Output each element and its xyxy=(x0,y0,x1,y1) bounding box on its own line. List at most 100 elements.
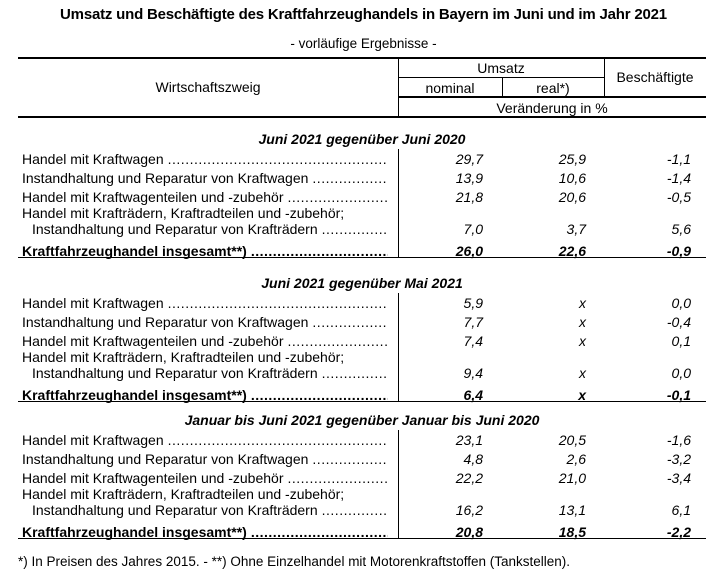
row-label-text: Instandhaltung und Reparatur von Krafträ… xyxy=(32,221,318,237)
header-bottom-border xyxy=(18,116,706,118)
row-label-text: Instandhaltung und Reparatur von Kraftwa… xyxy=(22,314,309,330)
real-value: x xyxy=(579,365,586,381)
table-total-row: Kraftfahrzeughandel insgesamt**) 20,8 18,5… xyxy=(18,524,706,541)
table-row: Instandhaltung und Reparatur von Krafträ… xyxy=(18,502,706,519)
row-label: Kraftfahrzeughandel insgesamt**) xyxy=(22,387,388,404)
real-value: 18,5 xyxy=(558,524,586,540)
beschaeftigte-value: -1,4 xyxy=(666,170,691,186)
label-column-divider xyxy=(398,57,399,118)
nominal-value: 29,7 xyxy=(455,151,483,167)
row-label: Handel mit Krafträdern, Kraftradteilen u… xyxy=(22,205,388,222)
document-title: Umsatz und Beschäftigte des Kraftfahrzeu… xyxy=(60,6,667,23)
row-label: Instandhaltung und Reparatur von Krafträ… xyxy=(32,221,388,238)
real-value: 22,6 xyxy=(558,243,586,259)
section-bottom-rule xyxy=(18,538,706,539)
row-label: Instandhaltung und Reparatur von Kraftwa… xyxy=(22,451,388,468)
table-top-border xyxy=(18,57,706,59)
table-row: Handel mit Krafträdern, Kraftradteilen u… xyxy=(18,349,706,366)
table-row: Instandhaltung und Reparatur von Krafträ… xyxy=(18,365,706,382)
row-label: Handel mit Kraftwagen xyxy=(22,432,388,449)
real-value: 10,6 xyxy=(558,170,586,186)
dot-leader xyxy=(322,365,388,382)
table-row: Handel mit Kraftwagenteilen und -zubehör… xyxy=(18,470,706,487)
column-header-nominal: nominal xyxy=(425,80,475,96)
table-row: Handel mit Kraftwagen 29,7 25,9 -1,1 xyxy=(18,151,706,168)
nominal-value: 7,7 xyxy=(463,314,483,330)
table-row: Handel mit Kraftwagenteilen und -zubehör… xyxy=(18,333,706,350)
row-label-text: Handel mit Krafträdern, Kraftradteilen u… xyxy=(22,486,345,502)
nominal-value: 13,9 xyxy=(455,170,483,186)
section-heading: Januar bis Juni 2021 gegenüber Januar bi… xyxy=(184,412,540,428)
table-row: Instandhaltung und Reparatur von Kraftwa… xyxy=(18,314,706,331)
row-label: Instandhaltung und Reparatur von Kraftwa… xyxy=(22,314,388,331)
table-row: Handel mit Krafträdern, Kraftradteilen u… xyxy=(18,486,706,503)
nominal-real-divider xyxy=(502,78,503,97)
row-label: Handel mit Kraftwagen xyxy=(22,295,388,312)
dot-leader xyxy=(168,151,388,168)
beschaeftigte-value: 0,0 xyxy=(671,295,691,311)
column-header-real: real*) xyxy=(536,80,570,96)
row-label: Handel mit Kraftwagen xyxy=(22,151,388,168)
row-label: Handel mit Kraftwagenteilen und -zubehör xyxy=(22,470,388,487)
row-label: Kraftfahrzeughandel insgesamt**) xyxy=(22,524,388,541)
nominal-value: 26,0 xyxy=(455,243,483,259)
nominal-value: 9,4 xyxy=(463,365,483,381)
row-label: Handel mit Krafträdern, Kraftradteilen u… xyxy=(22,349,388,366)
real-value: 25,9 xyxy=(558,151,586,167)
beschaeftigte-value: -0,9 xyxy=(666,243,691,259)
table-row: Handel mit Krafträdern, Kraftradteilen u… xyxy=(18,205,706,222)
nominal-value: 16,2 xyxy=(455,502,483,518)
dot-leader xyxy=(168,432,388,449)
column-divider-line xyxy=(398,430,399,538)
real-value: 3,7 xyxy=(566,221,586,237)
umsatz-underline xyxy=(398,77,604,78)
table-total-row: Kraftfahrzeughandel insgesamt**) 26,0 22,6… xyxy=(18,243,706,260)
beschaeftigte-value: 5,6 xyxy=(671,221,691,237)
dot-leader xyxy=(312,314,388,331)
table-row: Instandhaltung und Reparatur von Kraftwa… xyxy=(18,451,706,468)
dot-leader xyxy=(288,189,389,206)
row-label-text: Handel mit Krafträdern, Kraftradteilen u… xyxy=(22,205,345,221)
nominal-value: 5,9 xyxy=(463,295,483,311)
row-label-text: Instandhaltung und Reparatur von Krafträ… xyxy=(32,502,318,518)
statistics-table: Wirtschaftszweig Umsatz Beschäftigte nom… xyxy=(18,0,706,545)
section-heading: Juni 2021 gegenüber Juni 2020 xyxy=(258,131,466,147)
real-value: x xyxy=(579,314,586,330)
dot-leader xyxy=(312,451,388,468)
dot-leader xyxy=(312,170,388,187)
nominal-value: 20,8 xyxy=(455,524,483,540)
row-label: Instandhaltung und Reparatur von Krafträ… xyxy=(32,502,388,519)
real-value: 20,5 xyxy=(558,432,586,448)
real-value: 2,6 xyxy=(566,451,586,467)
row-label-text: Handel mit Krafträdern, Kraftradteilen u… xyxy=(22,349,345,365)
beschaeftigte-value: 0,1 xyxy=(671,333,691,349)
beschaeftigte-value: -0,1 xyxy=(666,387,691,403)
beschaeftigte-value: -1,1 xyxy=(666,151,691,167)
real-value: 21,0 xyxy=(558,470,586,486)
real-value: x xyxy=(579,295,586,311)
real-value: 13,1 xyxy=(558,502,586,518)
column-header-wirtschaftszweig: Wirtschaftszweig xyxy=(155,79,261,95)
table-row: Instandhaltung und Reparatur von Krafträ… xyxy=(18,221,706,238)
beschaeftigte-value: 6,1 xyxy=(671,502,691,518)
nominal-value: 4,8 xyxy=(463,451,483,467)
row-label: Instandhaltung und Reparatur von Krafträ… xyxy=(32,365,388,382)
header-mid-rule xyxy=(398,96,706,98)
column-header-beschaeftigte: Beschäftigte xyxy=(616,69,694,85)
beschaeftigte-value: -3,2 xyxy=(666,451,691,467)
row-label-text: Handel mit Kraftwagen xyxy=(22,295,164,311)
section-heading: Juni 2021 gegenüber Mai 2021 xyxy=(261,275,463,291)
beschaeftigte-value: -3,4 xyxy=(666,470,691,486)
nominal-value: 6,4 xyxy=(463,387,483,403)
column-divider-line xyxy=(398,293,399,401)
row-label-text: Instandhaltung und Reparatur von Krafträ… xyxy=(32,365,318,381)
section-bottom-rule xyxy=(18,401,706,402)
dot-leader xyxy=(322,502,388,519)
row-label: Kraftfahrzeughandel insgesamt**) xyxy=(22,243,388,260)
nominal-value: 7,0 xyxy=(463,221,483,237)
beschaeftigte-value: -0,5 xyxy=(666,189,691,205)
row-label-text: Handel mit Kraftwagen xyxy=(22,151,164,167)
document-subtitle: - vorläufige Ergebnisse - xyxy=(290,36,437,51)
row-label-text: Kraftfahrzeughandel insgesamt**) xyxy=(22,387,247,403)
